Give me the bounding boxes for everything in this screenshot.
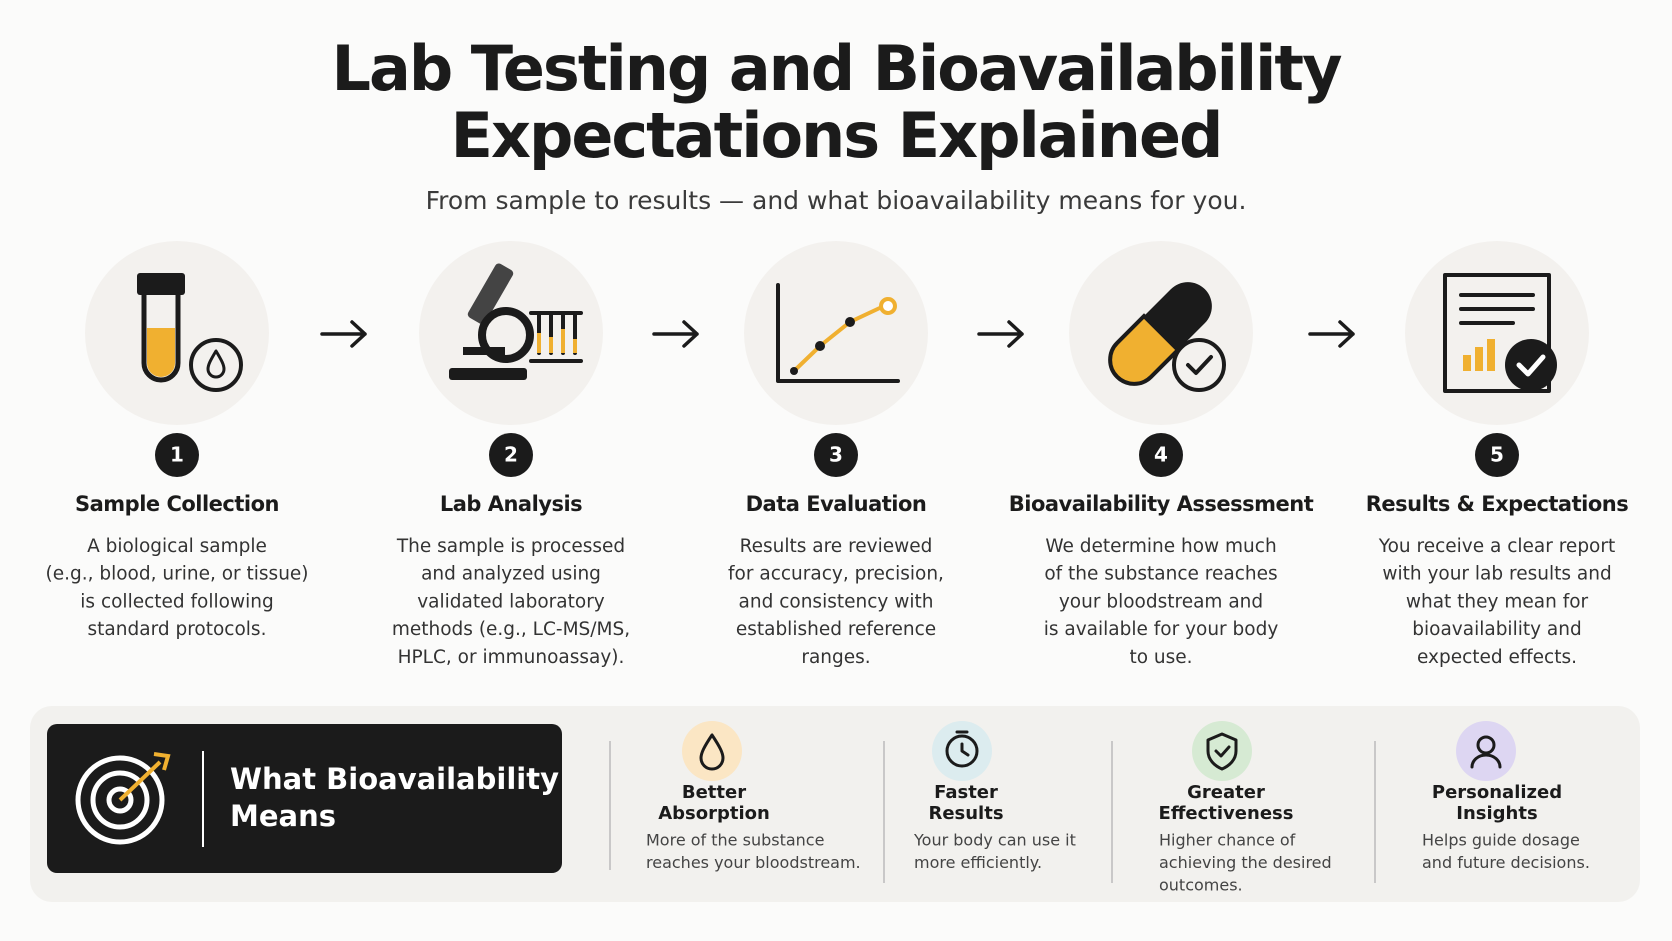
shield-icon [1192, 721, 1252, 781]
benefit-description: more efficiently. [914, 853, 1042, 872]
step-description: for accuracy, precision, [728, 564, 944, 585]
microscope-icon [449, 263, 583, 380]
step-description: You receive a clear report [1378, 536, 1616, 557]
test-tube-icon [137, 273, 243, 392]
step-description: We determine how much [1045, 536, 1276, 557]
step-title: Sample Collection [75, 492, 279, 516]
benefit-title: Absorption [658, 803, 770, 824]
step-description: and analyzed using [421, 564, 601, 585]
step-description: expected effects. [1417, 647, 1577, 668]
step-title: Data Evaluation [746, 492, 927, 516]
step-description: your bloodstream and [1059, 591, 1263, 612]
step-description: of the substance reaches [1044, 564, 1277, 585]
step-number: 3 [829, 443, 843, 467]
step-description: methods (e.g., LC-MS/MS, [392, 619, 630, 640]
benefit-title: Effectiveness [1159, 803, 1294, 824]
person-icon [1456, 721, 1516, 781]
step-description: and consistency with [739, 591, 934, 612]
step-description: what they mean for [1406, 591, 1589, 612]
benefit-description: Your body can use it [913, 831, 1076, 850]
step-circle [1405, 241, 1589, 425]
step-badge [489, 433, 533, 477]
step-description: (e.g., blood, urine, or tissue) [45, 564, 308, 585]
benefit-description: Higher chance of [1159, 831, 1296, 850]
step-description: is collected following [80, 591, 273, 612]
step-badge [1139, 433, 1183, 477]
step-description: with your lab results and [1382, 564, 1611, 585]
step-description: ranges. [801, 647, 870, 668]
panel-title-line: What Bioavailability [230, 762, 559, 796]
step-badge [1475, 433, 1519, 477]
benefit-description: Helps guide dosage [1422, 831, 1580, 850]
panel-header-box [47, 724, 562, 873]
step-title: Bioavailability Assessment [1009, 492, 1314, 516]
step-description: The sample is processed [396, 536, 625, 557]
benefit-title: Personalized [1432, 782, 1562, 803]
benefit-title: Faster [934, 782, 998, 803]
step-title: Lab Analysis [440, 492, 582, 516]
step-number: 2 [504, 443, 518, 467]
capsule-icon [1108, 282, 1226, 392]
step-number: 1 [170, 443, 184, 467]
step-description: A biological sample [87, 536, 267, 557]
step-description: to use. [1129, 647, 1192, 668]
benefit-description: reaches your bloodstream. [646, 853, 861, 872]
benefit-title: Better [682, 782, 746, 803]
step-description: Results are reviewed [740, 536, 933, 557]
step-description: established reference [736, 619, 936, 640]
graph-icon [776, 283, 900, 383]
step-description: is available for your body [1044, 619, 1279, 640]
title-line: Expectations Explained [451, 99, 1222, 172]
step-description: standard protocols. [88, 619, 267, 640]
title-line: Lab Testing and Bioavailability [332, 32, 1343, 105]
subtitle: From sample to results — and what bioava… [426, 186, 1247, 215]
benefit-description: and future decisions. [1422, 853, 1590, 872]
step-title: Results & Expectations [1366, 492, 1628, 516]
step-badge [155, 433, 199, 477]
step-description: HPLC, or immunoassay). [398, 647, 625, 668]
target-icon [75, 752, 171, 845]
benefit-title: Insights [1456, 803, 1537, 824]
benefit-description: outcomes. [1159, 876, 1243, 895]
benefit-title: Greater [1187, 782, 1265, 803]
report-icon [1443, 273, 1557, 393]
step-number: 5 [1490, 443, 1504, 467]
arrows [320, 320, 1355, 348]
benefit-description: More of the substance [646, 831, 824, 850]
step-badge [814, 433, 858, 477]
generated-content: 1 Sample Collection A biological sample (e.… [45, 433, 1629, 895]
clock-icon [932, 721, 992, 781]
benefit-description: achieving the desired [1159, 853, 1332, 872]
benefit-title: Results [928, 803, 1003, 824]
step-description: bioavailability and [1412, 619, 1582, 640]
benefit-dividers [609, 741, 1376, 883]
drop-icon [682, 721, 742, 781]
step-description: validated laboratory [417, 591, 605, 612]
panel-title-line: Means [230, 799, 336, 833]
step-number: 4 [1154, 443, 1168, 467]
